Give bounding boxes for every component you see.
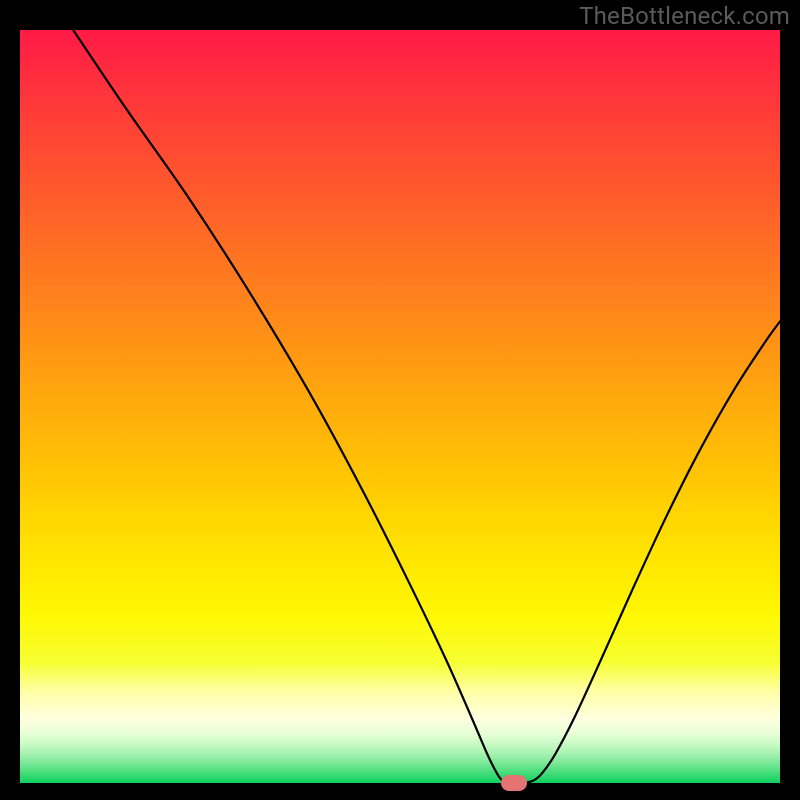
watermark-text: TheBottleneck.com <box>579 2 790 30</box>
chart-frame: TheBottleneck.com <box>0 0 800 800</box>
bottleneck-curve <box>0 0 800 800</box>
optimum-marker <box>501 775 527 791</box>
